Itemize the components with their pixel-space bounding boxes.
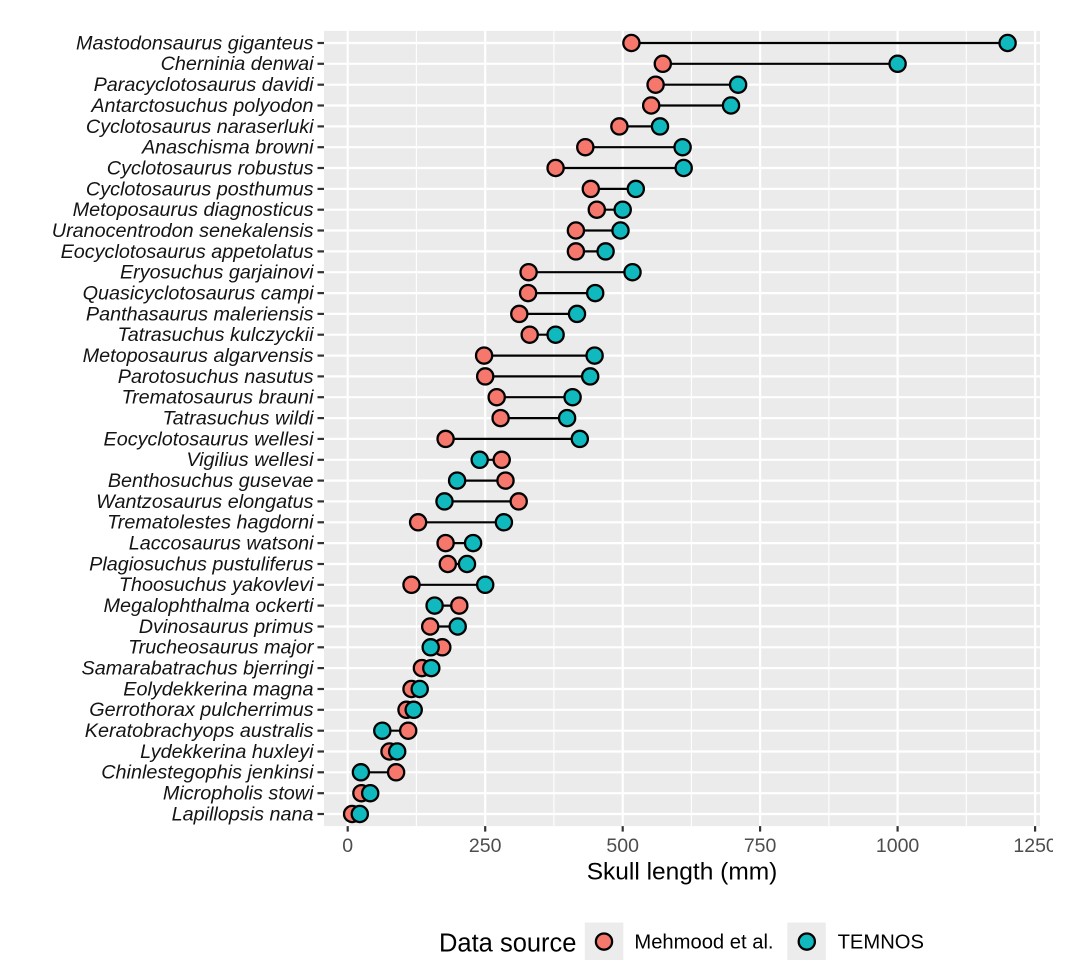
svg-text:750: 750	[744, 835, 777, 857]
svg-text:Megalophthalma ockerti: Megalophthalma ockerti	[103, 595, 314, 617]
svg-text:Eocyclotosaurus appetolatus: Eocyclotosaurus appetolatus	[61, 241, 314, 263]
svg-text:Trematosaurus brauni: Trematosaurus brauni	[121, 387, 314, 409]
svg-text:Chinlestegophis jenkinsi: Chinlestegophis jenkinsi	[101, 762, 314, 784]
svg-text:Uranocentrodon senekalensis: Uranocentrodon senekalensis	[52, 220, 314, 242]
svg-text:1000: 1000	[876, 835, 920, 857]
svg-text:TEMNOS: TEMNOS	[838, 932, 924, 954]
svg-text:Trematolestes hagdorni: Trematolestes hagdorni	[107, 512, 314, 534]
svg-text:Wantzosaurus elongatus: Wantzosaurus elongatus	[96, 491, 313, 513]
svg-text:Micropholis stowi: Micropholis stowi	[163, 783, 314, 805]
svg-text:Trucheosaurus major: Trucheosaurus major	[128, 637, 315, 659]
svg-text:Thoosuchus yakovlevi: Thoosuchus yakovlevi	[119, 574, 314, 596]
svg-text:Benthosuchus gusevae: Benthosuchus gusevae	[108, 470, 314, 492]
svg-text:Metoposaurus algarvensis: Metoposaurus algarvensis	[83, 345, 314, 367]
svg-text:Parotosuchus nasutus: Parotosuchus nasutus	[118, 366, 314, 388]
svg-text:Gerrothorax pulcherrimus: Gerrothorax pulcherrimus	[89, 699, 313, 721]
svg-text:Anaschisma browni: Anaschisma browni	[141, 137, 314, 159]
svg-text:Cyclotosaurus robustus: Cyclotosaurus robustus	[107, 157, 314, 179]
svg-text:Quasicyclotosaurus campi: Quasicyclotosaurus campi	[83, 283, 314, 305]
svg-text:Laccosaurus watsoni: Laccosaurus watsoni	[129, 533, 314, 555]
svg-text:Lydekkerina huxleyi: Lydekkerina huxleyi	[140, 741, 314, 763]
svg-text:Eolydekkerina magna: Eolydekkerina magna	[123, 678, 313, 700]
svg-text:Cyclotosaurus posthumus: Cyclotosaurus posthumus	[86, 178, 314, 200]
svg-text:Mehmood et al.: Mehmood et al.	[634, 932, 773, 954]
svg-text:Mastodonsaurus giganteus: Mastodonsaurus giganteus	[76, 32, 314, 54]
svg-text:Metoposaurus diagnosticus: Metoposaurus diagnosticus	[73, 199, 314, 221]
svg-text:Eryosuchus garjainovi: Eryosuchus garjainovi	[120, 262, 314, 284]
svg-text:Skull length (mm): Skull length (mm)	[587, 859, 778, 886]
svg-text:Vigilius wellesi: Vigilius wellesi	[186, 449, 314, 471]
svg-text:Antarctosuchus polyodon: Antarctosuchus polyodon	[90, 95, 313, 117]
svg-text:Panthasaurus maleriensis: Panthasaurus maleriensis	[86, 303, 314, 325]
svg-text:Eocyclotosaurus wellesi: Eocyclotosaurus wellesi	[104, 428, 315, 450]
svg-text:Lapillopsis nana: Lapillopsis nana	[172, 803, 314, 825]
svg-text:250: 250	[469, 835, 502, 857]
svg-text:1250: 1250	[1013, 835, 1057, 857]
svg-text:Paracyclotosaurus davidi: Paracyclotosaurus davidi	[94, 74, 315, 96]
svg-text:Cyclotosaurus naraserluki: Cyclotosaurus naraserluki	[86, 116, 314, 138]
svg-text:Tatrasuchus wildi: Tatrasuchus wildi	[163, 408, 315, 430]
svg-text:Dvinosaurus primus: Dvinosaurus primus	[139, 616, 314, 638]
svg-text:500: 500	[606, 835, 639, 857]
svg-text:Cherninia denwai: Cherninia denwai	[161, 53, 314, 75]
svg-text:Data source: Data source	[439, 929, 577, 957]
svg-text:Keratobrachyops australis: Keratobrachyops australis	[85, 720, 314, 742]
svg-text:Plagiosuchus pustuliferus: Plagiosuchus pustuliferus	[89, 553, 313, 575]
svg-text:0: 0	[342, 835, 353, 857]
svg-text:Samarabatrachus bjerringi: Samarabatrachus bjerringi	[82, 658, 315, 680]
svg-text:Tatrasuchus kulczyckii: Tatrasuchus kulczyckii	[117, 324, 314, 346]
